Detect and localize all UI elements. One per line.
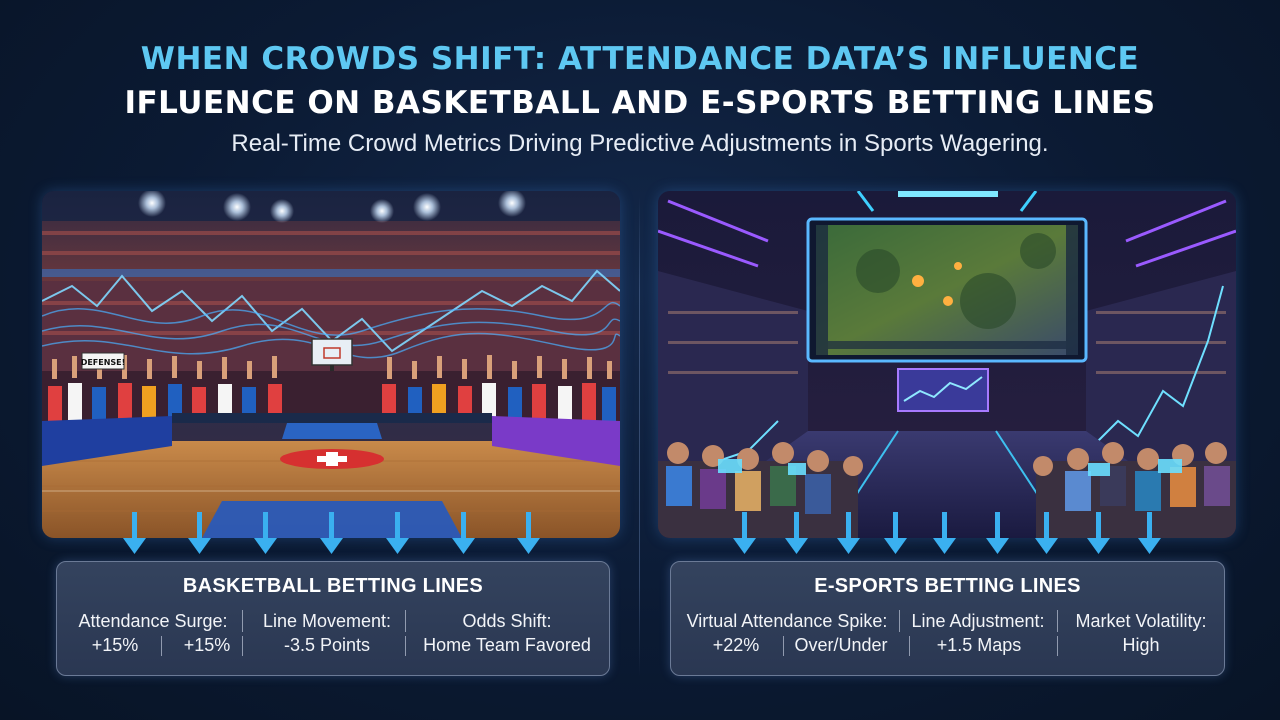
separator [909, 636, 910, 656]
separator [405, 636, 406, 656]
esports-betting-lines-box: E-SPORTS BETTING LINES Virtual Attendanc… [670, 561, 1225, 676]
down-arrow-icon [123, 512, 540, 554]
basketball-arena-illustration: DEFENSE! [42, 191, 620, 538]
separator [161, 636, 162, 656]
line-movement-label: Line Movement: [262, 611, 392, 631]
attendance-surge-value-1: +15% [91, 635, 139, 655]
separator [783, 636, 784, 656]
down-arrow-icon [733, 512, 1161, 554]
esports-arena-illustration [658, 191, 1236, 538]
virtual-attendance-value: +22% [712, 635, 760, 655]
separator [405, 610, 406, 632]
main-title-line-1: WHEN CROWDS SHIFT: ATTENDANCE DATA’S INF… [140, 41, 1140, 77]
market-volatility-value: High [1122, 635, 1160, 655]
separator [1057, 610, 1058, 632]
basketball-flow-arrows [110, 512, 550, 556]
odds-shift-label: Odds Shift: [462, 611, 552, 631]
esports-box-title: E-SPORTS BETTING LINES [814, 575, 1081, 597]
attendance-surge-label: Attendance Surge: [78, 611, 228, 631]
separator [1057, 636, 1058, 656]
basketball-box-title: BASKETBALL BETTING LINES [182, 575, 484, 597]
main-title-line-2: IFLUENCE ON BASKETBALL AND E-SPORTS BETT… [124, 85, 1156, 121]
attendance-surge-value-2: +15% [183, 635, 231, 655]
virtual-attendance-label: Virtual Attendance Spike: [686, 611, 888, 631]
line-adjustment-label: Line Adjustment: [911, 611, 1045, 631]
line-adjustment-value: +1.5 Maps [936, 635, 1022, 655]
basketball-betting-lines-box: BASKETBALL BETTING LINES Attendance Surg… [56, 561, 610, 676]
over-under-value: Over/Under [794, 635, 888, 655]
separator [242, 610, 243, 632]
subtitle: Real-Time Crowd Metrics Driving Predicti… [231, 130, 1049, 157]
esports-flow-arrows [730, 512, 1170, 556]
separator [242, 636, 243, 656]
separator [899, 610, 900, 632]
center-divider [639, 196, 640, 676]
odds-shift-value: Home Team Favored [423, 635, 591, 655]
crowd-sign-text: DEFENSE! [81, 358, 126, 367]
line-movement-value: -3.5 Points [283, 635, 371, 655]
market-volatility-label: Market Volatility: [1075, 611, 1207, 631]
